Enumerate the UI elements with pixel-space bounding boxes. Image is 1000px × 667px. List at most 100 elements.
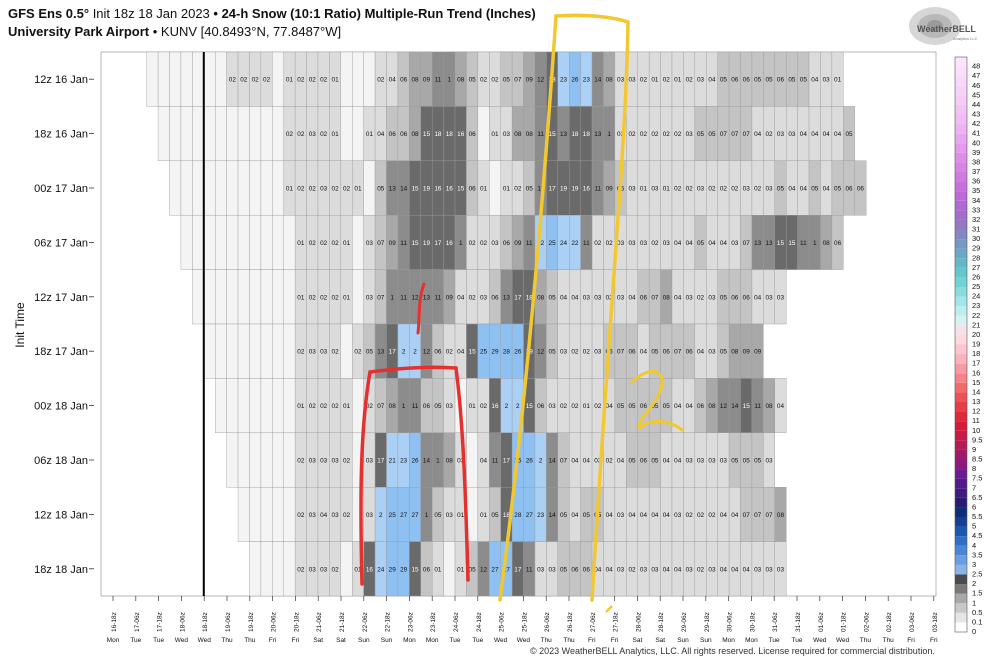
heatmap-cell — [363, 214, 376, 270]
cell-value: 02 — [366, 403, 374, 410]
heatmap-cell — [569, 432, 581, 488]
cell-value: 18 — [446, 131, 454, 138]
heatmap-cell — [420, 106, 433, 162]
cell-value: 05 — [754, 77, 762, 84]
colorbar-tick-label: 7 — [972, 483, 976, 492]
heatmap-cell — [363, 51, 376, 107]
heatmap-cell — [557, 51, 570, 107]
heatmap-cell — [580, 160, 593, 216]
colorbar-tick-label: 0.1 — [972, 617, 982, 626]
heatmap-cell — [740, 106, 753, 162]
heatmap-cell — [706, 541, 718, 597]
heatmap-cell — [397, 106, 410, 162]
heatmap-cell — [591, 378, 604, 433]
cell-value: 02 — [766, 131, 774, 138]
cell-value: 15 — [411, 566, 419, 573]
cell-value: 11 — [754, 403, 761, 410]
heatmap-cell — [580, 106, 593, 162]
heatmap-cell — [694, 106, 707, 162]
cell-value: 02 — [674, 186, 682, 193]
cell-value: 06 — [389, 131, 397, 138]
heatmap-cell — [386, 541, 399, 597]
heatmap-cell — [557, 106, 570, 162]
heatmap-cell — [717, 160, 730, 216]
cell-value: 01 — [469, 403, 477, 410]
heatmap-cell — [683, 106, 696, 162]
cell-value: 02 — [263, 77, 271, 84]
cell-value: 03 — [594, 294, 602, 301]
cell-value: 03 — [537, 566, 545, 573]
cell-value: 05 — [469, 566, 477, 573]
heatmap-cell — [808, 160, 821, 216]
heatmap-cell — [409, 214, 421, 270]
cell-value: 09 — [514, 240, 522, 247]
heatmap-cell — [489, 106, 501, 162]
cell-value: 15 — [549, 131, 557, 138]
heatmap-cell — [626, 51, 638, 107]
heatmap-cell — [397, 160, 410, 216]
cell-value: 19 — [423, 240, 431, 247]
day-label: Thu — [221, 637, 233, 644]
heatmap-cell — [557, 487, 570, 542]
heatmap-cell — [751, 541, 764, 597]
cell-value: 2 — [402, 349, 406, 356]
heatmap-cell — [671, 106, 684, 162]
cell-value: 03 — [697, 77, 705, 84]
cell-value: 26 — [571, 77, 579, 84]
cell-value: 02 — [708, 186, 716, 193]
cell-value: 02 — [446, 349, 454, 356]
heatmap-cell — [614, 106, 627, 162]
heatmap-cell — [409, 487, 421, 542]
colorbar-swatch — [955, 402, 967, 412]
heatmap-cell — [454, 214, 467, 270]
heatmap-cell — [603, 378, 616, 433]
heatmap-cell — [511, 487, 524, 542]
heatmap-cell — [283, 487, 296, 542]
cell-value: 01 — [343, 294, 351, 301]
heatmap-cell — [409, 106, 421, 162]
heatmap-cell — [340, 214, 353, 270]
cell-value: 06 — [640, 403, 648, 410]
colorbar-tick-label: 28 — [972, 253, 980, 262]
cell-value: 03 — [309, 458, 317, 465]
cell-value: 02 — [332, 294, 340, 301]
heatmap-cell — [534, 51, 547, 107]
colorbar-tick-label: 41 — [972, 129, 980, 138]
cell-value: 03 — [617, 512, 625, 519]
heatmap-cell — [180, 214, 193, 270]
heatmap-cell — [443, 106, 456, 162]
heatmap-cell — [694, 323, 707, 379]
heatmap-cell — [420, 487, 433, 542]
cell-value: 01 — [297, 240, 305, 247]
heatmap-cell — [728, 160, 741, 216]
cell-value: 02 — [332, 186, 340, 193]
heatmap-cell — [626, 432, 638, 488]
x-tick-label: 20-18z — [293, 612, 300, 632]
cell-value: 06 — [400, 77, 408, 84]
heatmap-cell — [751, 269, 764, 325]
heatmap-cell — [683, 269, 696, 325]
heatmap-cell — [603, 214, 616, 270]
colorbar-tick-label: 5 — [972, 522, 976, 531]
heatmap-cell — [352, 106, 364, 162]
heatmap-cell — [511, 214, 524, 270]
cell-value: 08 — [411, 131, 419, 138]
heatmap-cell — [420, 214, 433, 270]
heatmap-cell — [272, 323, 284, 379]
colorbar-swatch — [955, 574, 967, 585]
heatmap-cell — [660, 160, 673, 216]
heatmap-cell — [489, 487, 501, 542]
colorbar-swatch — [955, 363, 967, 374]
heatmap-cell — [546, 432, 559, 488]
colorbar-swatch — [955, 172, 967, 182]
colorbar-swatch — [955, 382, 967, 393]
cell-value: 15 — [777, 240, 785, 247]
cell-value: 04 — [823, 186, 831, 193]
heatmap-cell — [511, 541, 524, 597]
cell-value: 29 — [491, 349, 499, 356]
cell-value: 03 — [708, 294, 716, 301]
heatmap-cell — [569, 378, 581, 433]
heatmap-cell — [671, 160, 684, 216]
colorbar-tick-label: 8.5 — [972, 455, 982, 464]
